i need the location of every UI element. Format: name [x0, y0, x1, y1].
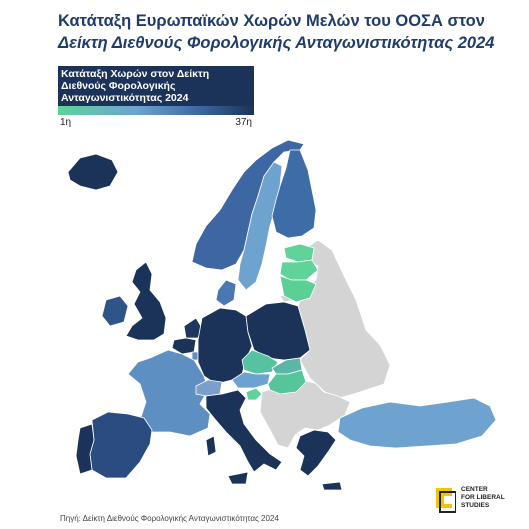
- country-poland: [245, 301, 311, 361]
- country-austria: [231, 371, 271, 389]
- clos-logo: CENTER FOR LIBERAL STUDIES: [436, 484, 526, 524]
- country-slovenia: [245, 387, 263, 401]
- country-latvia: [279, 259, 319, 281]
- country-estonia: [283, 243, 315, 263]
- legend-title: Κατάταξη Χωρών στον Δείκτη Διεθνούς Φορο…: [58, 66, 254, 106]
- country-finland: [271, 149, 317, 239]
- country-iceland: [67, 153, 119, 191]
- legend-min-label: 1η: [60, 117, 72, 128]
- country-spain: [89, 411, 153, 479]
- source-note: Πηγή: Δείκτη Διεθνούς Φορολογικής Ανταγω…: [60, 514, 279, 523]
- map-title-line1: Κατάταξη Ευρωπαϊκών Χωρών Μελών του ΟΟΣΑ…: [58, 12, 485, 30]
- map-title-line2: Δείκτη Διεθνούς Φορολογικής Ανταγωνιστικ…: [58, 34, 495, 52]
- country-lithuania: [279, 275, 317, 303]
- country-luxembourg: [191, 351, 199, 361]
- country-uk: [125, 261, 167, 341]
- non-oecd-land: [259, 239, 391, 449]
- legend-gradient-bar: [58, 106, 254, 115]
- country-ireland: [101, 295, 129, 327]
- country-portugal: [75, 423, 95, 475]
- map-title: Κατάταξη Ευρωπαϊκών Χωρών Μελών του ΟΟΣΑ…: [58, 10, 518, 54]
- legend-labels: 1η 37η: [58, 115, 254, 129]
- legend-max-label: 37η: [235, 117, 252, 128]
- country-greece: [295, 429, 343, 491]
- logo-text: CENTER FOR LIBERAL STUDIES: [461, 486, 505, 509]
- country-hungary: [267, 369, 307, 395]
- clos-logo-icon: [436, 488, 456, 513]
- oecd-countries: [67, 139, 497, 491]
- country-italy: [205, 389, 283, 485]
- country-denmark: [215, 279, 237, 307]
- country-turkey: [337, 397, 497, 449]
- legend: Κατάταξη Χωρών στον Δείκτη Διεθνούς Φορο…: [58, 66, 254, 129]
- country-france: [127, 349, 211, 437]
